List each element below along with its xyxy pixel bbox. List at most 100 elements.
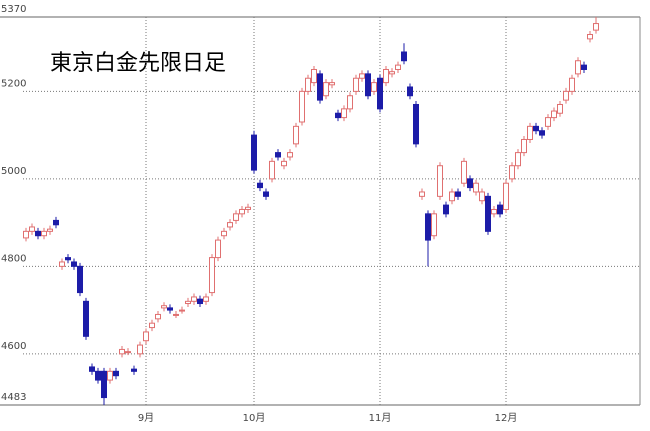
candle-body [461, 160, 467, 184]
candle-body [443, 204, 449, 215]
candle-body [173, 313, 179, 316]
candle-body [359, 73, 365, 79]
candle-body [449, 191, 455, 202]
candle-body [233, 213, 239, 221]
candle-body [581, 64, 587, 70]
candle-body [83, 300, 89, 337]
candle-body [335, 112, 341, 119]
candle-body [455, 191, 461, 197]
candle-body [245, 206, 251, 210]
candle-body [527, 125, 533, 140]
candle-body [263, 191, 269, 197]
candle-body [275, 152, 281, 158]
candle-body [557, 103, 563, 114]
candle-body [407, 86, 413, 97]
candle-body [59, 261, 65, 267]
candle-body [137, 344, 143, 355]
y-tick-label: 5200 [1, 78, 26, 89]
x-tick-label: 11月 [369, 412, 392, 424]
candle-body [209, 257, 215, 294]
candle-body [533, 125, 539, 132]
candle-body [485, 195, 491, 232]
candle-body [371, 82, 377, 92]
candle-body [167, 307, 173, 311]
candle-body [509, 165, 515, 180]
y-tick-label: 4800 [1, 253, 26, 264]
candle-body [425, 213, 431, 241]
candle-body [563, 90, 569, 101]
candle-body [497, 204, 503, 215]
candle-body [221, 230, 227, 237]
candle-body [479, 191, 485, 202]
candle-body [269, 160, 275, 180]
candle-body [377, 77, 383, 110]
candle-body [593, 23, 599, 31]
x-tick-label: 10月 [243, 412, 266, 424]
y-tick-label: 5370 [1, 4, 26, 15]
candle-body [239, 208, 245, 215]
y-tick-label: 5000 [1, 166, 26, 177]
candle-body [47, 228, 53, 232]
candle-body [431, 213, 437, 237]
candle-body [437, 165, 443, 197]
candle-body [65, 257, 71, 261]
candle-body [23, 230, 29, 239]
candle-body [551, 110, 557, 119]
candle-body [419, 191, 425, 197]
candle-body [575, 60, 581, 75]
candle-body [215, 239, 221, 259]
candle-body [161, 305, 167, 309]
candle-body [383, 68, 389, 84]
candle-body [155, 313, 161, 320]
candle-body [131, 368, 137, 372]
candle-body [71, 261, 77, 267]
candle-body [317, 73, 323, 101]
candle-body [347, 95, 353, 110]
candle-body [113, 370, 119, 377]
candle-body [101, 370, 107, 399]
candle-body [197, 298, 203, 305]
candle-body [191, 296, 197, 302]
candle-body [287, 152, 293, 158]
candle-body [569, 77, 575, 92]
candle-body [353, 77, 359, 92]
candle-body [125, 351, 131, 354]
candle-body [29, 226, 35, 232]
candle-body [53, 219, 59, 226]
candle-body [515, 152, 521, 167]
candle-body [545, 117, 551, 127]
candle-body [413, 103, 419, 145]
x-tick-label: 12月 [495, 412, 518, 424]
candle-body [41, 230, 47, 237]
candle-body [281, 160, 287, 167]
candle-body [257, 182, 263, 189]
candle-body [587, 33, 593, 40]
candle-body [341, 108, 347, 119]
candle-body [185, 300, 191, 305]
candle-body [293, 125, 299, 145]
x-tick-label: 9月 [138, 412, 154, 424]
chart-title: 東京白金先限日足 [50, 51, 226, 76]
candle-body [323, 82, 329, 97]
candle-body [467, 178, 473, 189]
candle-body [179, 309, 185, 312]
candle-body [299, 90, 305, 123]
candle-body [305, 77, 311, 92]
y-tick-label: 4483 [1, 392, 26, 403]
candle-body [365, 73, 371, 97]
candle-body [473, 182, 479, 193]
y-tick-label: 4600 [1, 341, 26, 352]
candle-body [77, 265, 83, 294]
candle-body [329, 82, 335, 86]
candle-body [251, 134, 257, 171]
candle-body [389, 71, 395, 75]
candle-body [491, 208, 497, 215]
candle-body [311, 68, 317, 84]
candle-body [539, 130, 545, 136]
candle-body [143, 331, 149, 342]
candle-body [401, 51, 407, 62]
candle-body [227, 222, 233, 228]
candle-body [203, 296, 209, 302]
candle-body [35, 230, 41, 237]
